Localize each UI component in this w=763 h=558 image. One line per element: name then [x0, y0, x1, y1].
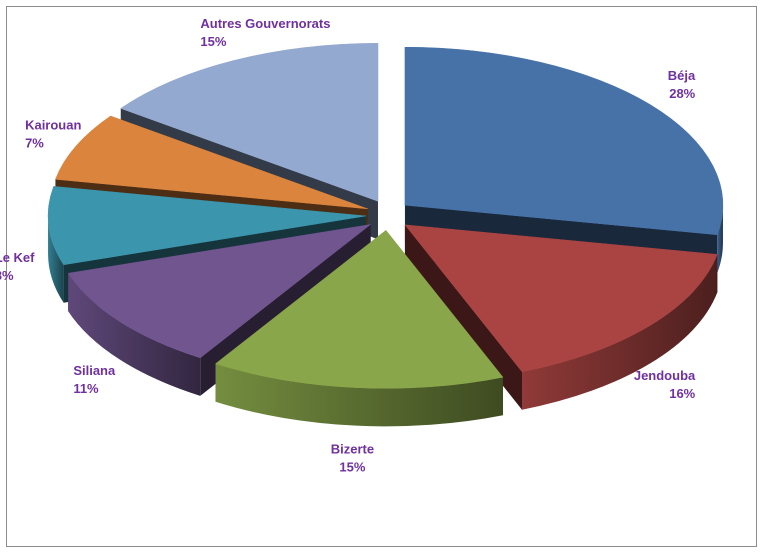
slice-top: [55, 115, 368, 210]
slice-rim: [522, 254, 718, 410]
slice-label-value: 28%: [669, 86, 695, 101]
slice-label-value: 7%: [25, 135, 44, 150]
slice-rim: [68, 273, 201, 396]
slice-label-name: Siliana: [73, 363, 116, 378]
slice-label-name: Jendouba: [634, 368, 696, 383]
slice-top: [404, 224, 718, 372]
pie-slice-jendouba: [404, 224, 718, 410]
slice-label-value: 16%: [669, 386, 695, 401]
slice-top: [47, 186, 367, 266]
slice-label-value: 15%: [200, 34, 226, 49]
slice-label-name: Kairouan: [25, 117, 81, 132]
slice-rim: [215, 363, 503, 427]
slice-label-value: 15%: [339, 459, 365, 474]
slice-label-name: Autres Gouvernorats: [200, 16, 330, 31]
slice-label-value: 11%: [73, 381, 99, 396]
slice-label-value: 8%: [0, 268, 14, 283]
slice-wall: [404, 224, 523, 410]
slice-top: [67, 224, 371, 359]
slice-label-name: Béja: [668, 68, 696, 83]
slice-label-name: Le Kef: [0, 250, 35, 265]
slice-rim: [48, 215, 64, 303]
slice-rim: [717, 205, 723, 273]
label-layer: Béja 28% Jendouba 16% Bizerte 15% Siliana 11% Le…: [0, 16, 696, 475]
pie-slice-bizerte: [215, 229, 504, 427]
slice-top: [404, 46, 724, 236]
slice-label-name: Bizerte: [331, 441, 374, 456]
slice-top: [120, 43, 379, 202]
pie-layer: [47, 43, 724, 427]
slice-top: [215, 229, 504, 389]
